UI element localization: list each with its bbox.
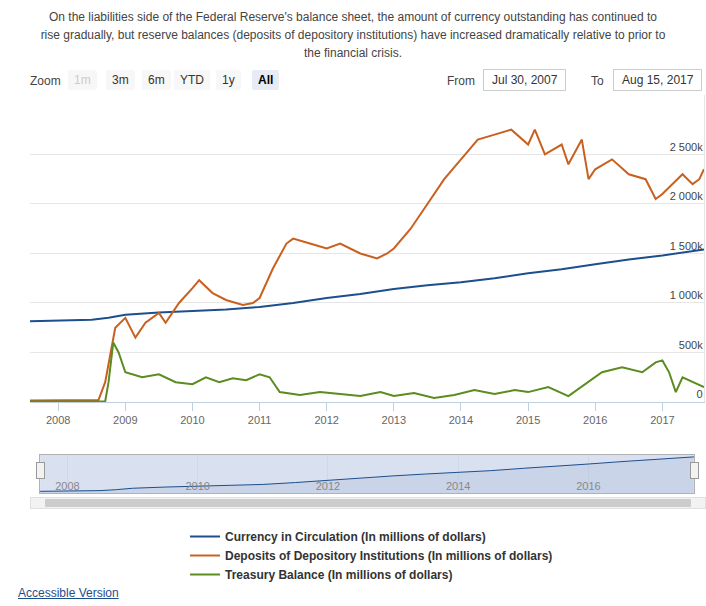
svg-text:Currency in Circulation (In mi: Currency in Circulation (In millions of … [225, 530, 486, 544]
svg-text:1 000k: 1 000k [670, 289, 704, 301]
html-text:3m: 3m [112, 73, 129, 87]
html-text:To: To [591, 74, 604, 88]
svg-text:2010: 2010 [185, 480, 209, 492]
svg-text:2009: 2009 [113, 414, 137, 426]
svg-text:Deposits of Depository Institu: Deposits of Depository Institutions (In … [225, 549, 552, 563]
svg-text:2012: 2012 [316, 480, 340, 492]
svg-text:2008: 2008 [55, 480, 79, 492]
svg-text:2008: 2008 [46, 414, 70, 426]
svg-text:Treasury Balance (In millions: Treasury Balance (In millions of dollars… [225, 568, 452, 582]
html-text:All: All [258, 73, 274, 87]
svg-text:2013: 2013 [382, 414, 406, 426]
svg-text:0: 0 [697, 388, 703, 400]
html-text:Aug 15, 2017: Aug 15, 2017 [622, 73, 694, 87]
svg-text:2 000k: 2 000k [670, 190, 704, 202]
svg-text:1 500k: 1 500k [670, 240, 704, 252]
html-text:Accessible Version: Accessible Version [18, 586, 119, 600]
svg-text:2011: 2011 [248, 414, 272, 426]
svg-text:2015: 2015 [516, 414, 540, 426]
svg-text:2014: 2014 [449, 414, 473, 426]
svg-text:2017: 2017 [650, 414, 674, 426]
html-text:Jul 30, 2007: Jul 30, 2007 [492, 73, 558, 87]
svg-text:2010: 2010 [180, 414, 204, 426]
html-text:1m: 1m [74, 73, 91, 87]
svg-text:2016: 2016 [576, 480, 600, 492]
svg-text:2016: 2016 [583, 414, 607, 426]
svg-text:2 500k: 2 500k [670, 141, 704, 153]
svg-text:2014: 2014 [446, 480, 470, 492]
html-text:YTD: YTD [180, 73, 204, 87]
html-text:6m: 6m [148, 73, 165, 87]
svg-text:500k: 500k [679, 339, 703, 351]
html-text:Zoom: Zoom [30, 74, 61, 88]
html-text:On the liabilities side of the: On the liabilities side of the Federal R… [40, 10, 666, 60]
html-text:From: From [447, 74, 475, 88]
svg-text:2012: 2012 [314, 414, 338, 426]
html-text:1y: 1y [222, 73, 235, 87]
